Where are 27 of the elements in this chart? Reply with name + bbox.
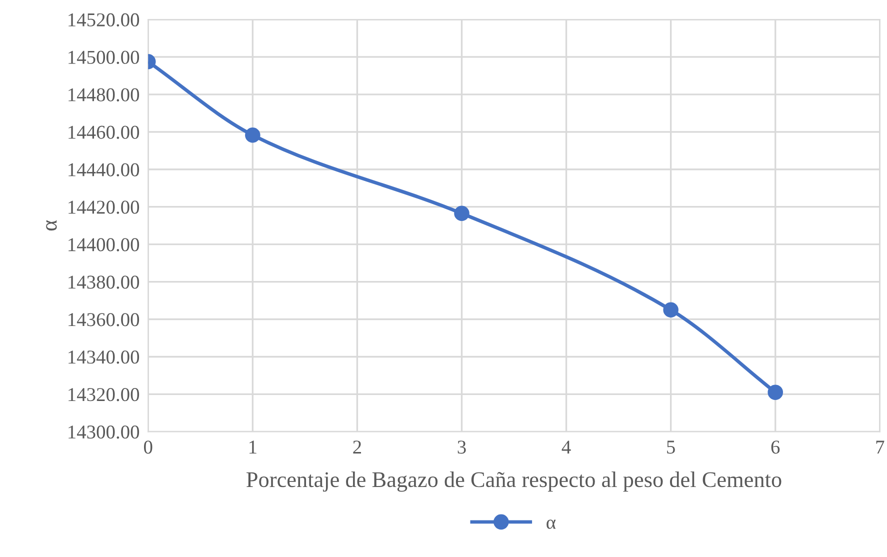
y-tick-label: 14520.00 (68, 13, 140, 27)
x-axis-title: Porcentaje de Bagazo de Caña respecto al peso del Cemento (246, 472, 782, 492)
point (454, 206, 470, 222)
y-axis-title: α (46, 220, 57, 231)
point (245, 127, 260, 143)
legend-label: α (546, 520, 556, 529)
y-tick-label: 14400.00 (68, 238, 140, 252)
x-tick-label: 1 (250, 440, 256, 454)
y-tick-label: 14340.00 (68, 350, 140, 364)
x-tick-label: 6 (771, 440, 780, 454)
y-tick-label: 14360.00 (68, 313, 140, 326)
y-tick-label: 14440.00 (68, 163, 140, 176)
x-tick-label: 5 (667, 440, 675, 454)
y-tick-label: 14380.00 (68, 276, 140, 289)
x-tick-label: 0 (144, 440, 152, 454)
y-tick-label: 14420.00 (68, 200, 140, 214)
y-tick-label: 14300.00 (68, 425, 140, 439)
x-tick-label: 2 (353, 440, 361, 454)
y-tick-label: 14320.00 (68, 388, 140, 402)
y-tick-label: 14500.00 (68, 50, 140, 64)
x-tick-label: 3 (458, 440, 466, 454)
y-tick-label: 14480.00 (68, 88, 140, 102)
x-tick-label: 7 (876, 440, 884, 454)
point (663, 302, 678, 318)
y-tick-label: 14460.00 (68, 126, 140, 139)
x-tick-label: 4 (562, 440, 571, 454)
point (768, 384, 784, 400)
